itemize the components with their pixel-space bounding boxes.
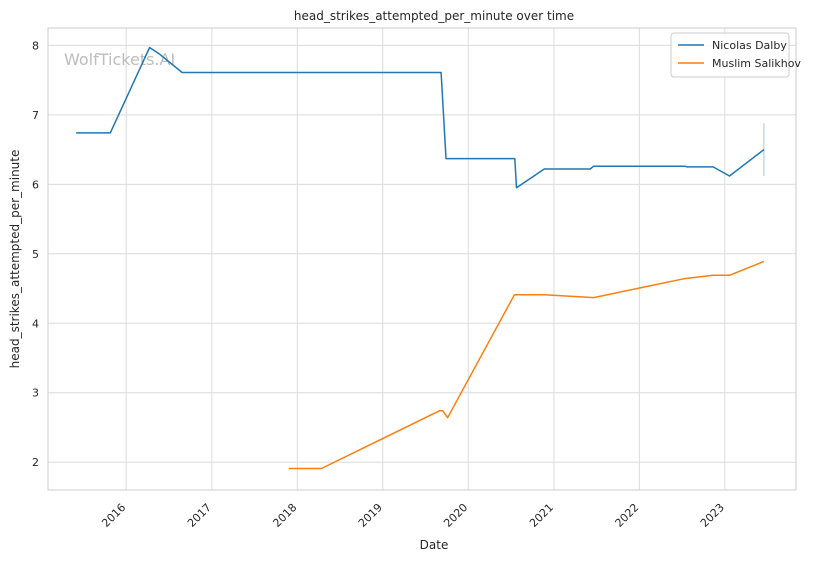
y-tick-label: 7	[32, 109, 39, 122]
x-tick-label: 2019	[356, 501, 385, 530]
x-tick-label: 2021	[527, 501, 556, 530]
legend-label: Nicolas Dalby	[712, 39, 787, 52]
y-tick-label: 4	[32, 317, 39, 330]
y-tick-label: 6	[32, 178, 39, 191]
x-tick-label: 2023	[698, 501, 727, 530]
legend-label: Muslim Salikhov	[712, 57, 801, 70]
y-tick-label: 2	[32, 456, 39, 469]
series-layer	[76, 46, 765, 470]
chart-title: head_strikes_attempted_per_minute over t…	[294, 9, 574, 23]
watermark: WolfTickets.AI	[64, 50, 175, 69]
x-axis-label: Date	[420, 538, 449, 552]
x-tick-label: 2017	[185, 501, 214, 530]
legend-box	[670, 32, 790, 78]
x-tick-label: 2016	[99, 501, 128, 530]
grid	[48, 28, 796, 490]
legend: Nicolas Dalby Muslim Salikhov	[670, 32, 801, 78]
series-line-1	[288, 260, 765, 470]
x-tick-label: 2022	[613, 501, 642, 530]
y-tick-label: 3	[32, 387, 39, 400]
y-tick-label: 5	[32, 248, 39, 261]
x-tick-labels: 2016 2017 2018 2019 2020 2021 2022 2023	[99, 501, 727, 530]
x-tick-label: 2018	[270, 501, 299, 530]
plot-frame	[47, 27, 797, 491]
series-line-0	[76, 46, 765, 189]
y-axis-label: head_strikes_attempted_per_minute	[8, 150, 22, 369]
y-tick-label: 8	[32, 39, 39, 52]
y-tick-labels: 2 3 4 5 6 7 8	[32, 39, 39, 469]
x-tick-label: 2020	[441, 501, 470, 530]
